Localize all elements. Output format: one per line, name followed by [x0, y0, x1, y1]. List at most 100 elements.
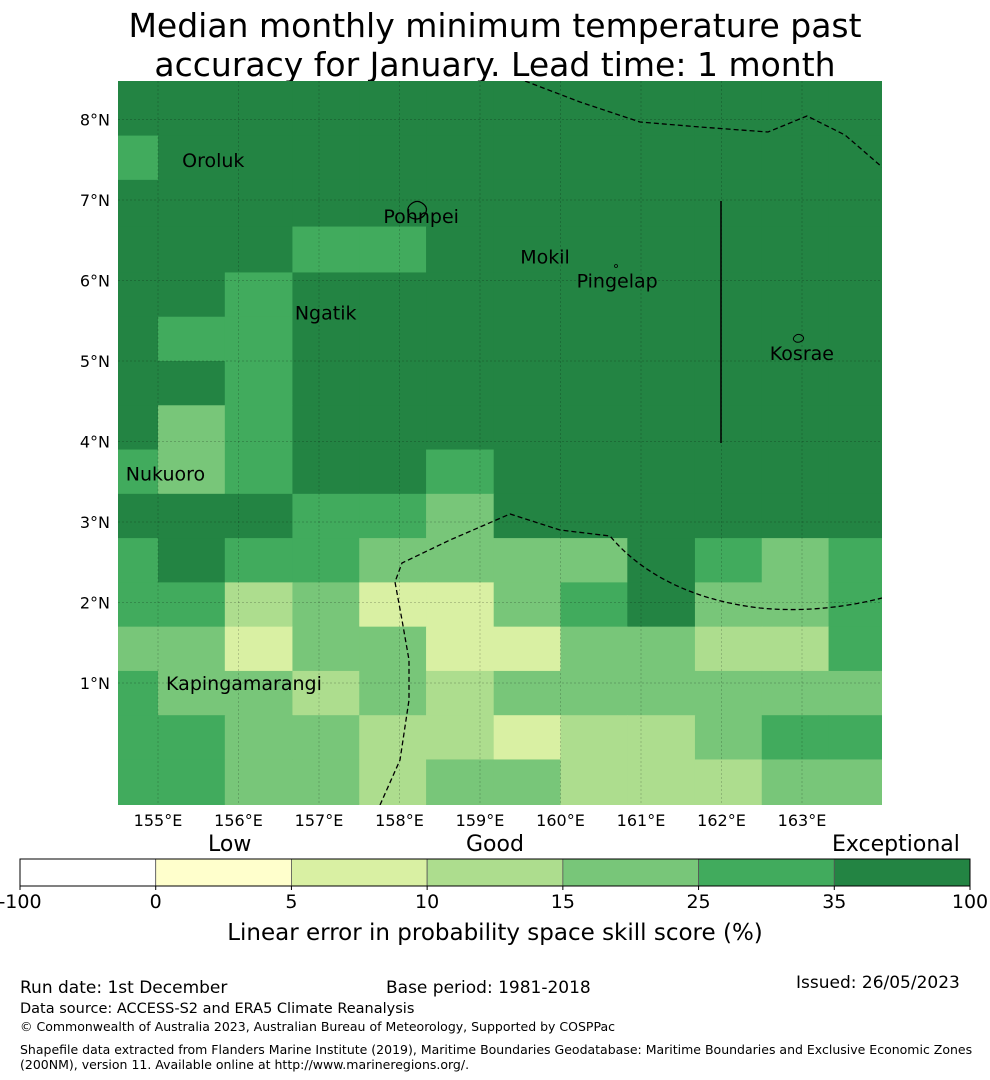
grid-cell — [426, 626, 495, 672]
grid-cell — [426, 493, 495, 539]
grid-cell — [224, 81, 294, 137]
grid-cell — [158, 405, 226, 451]
grid-cell — [694, 493, 763, 539]
grid-cell — [560, 361, 628, 406]
grid-cell — [158, 361, 226, 406]
grid-cell — [292, 582, 360, 628]
grid-cell — [224, 803, 294, 805]
place-label: Pohnpei — [383, 206, 459, 228]
grid-cell — [828, 626, 882, 672]
grid-cell — [359, 449, 427, 495]
grid-cell — [118, 179, 159, 228]
grid-cell — [118, 81, 159, 137]
shapefile-credit-line-2: (200NM), version 11. Available online at… — [20, 1057, 470, 1072]
title-line-1: Median monthly minimum temperature past — [128, 6, 862, 45]
grid-cell — [292, 361, 360, 406]
grid-cell — [158, 81, 226, 137]
colorbar-frame — [19, 858, 971, 887]
grid-cell — [761, 626, 830, 672]
grid-cell — [560, 81, 628, 137]
grid-cell — [224, 626, 294, 672]
grid-cell — [493, 803, 562, 805]
colorbar-swatch — [833, 858, 971, 887]
grid-cell — [359, 316, 427, 362]
grid-cell — [560, 582, 628, 628]
issued-date: Issued: 26/05/2023 — [796, 973, 960, 993]
grid-cell — [560, 179, 628, 228]
grid-cell — [158, 670, 226, 716]
grid-cell — [118, 361, 159, 406]
grid-cell — [493, 626, 562, 672]
grid-cell — [224, 538, 294, 583]
grid-cell — [627, 493, 696, 539]
grid-cell — [493, 179, 562, 228]
grid-cell — [426, 670, 495, 716]
data-source: Data source: ACCESS-S2 and ERA5 Climate … — [20, 1001, 415, 1017]
grid-cell — [828, 179, 882, 228]
grid-cell — [828, 759, 882, 805]
grid-cell — [224, 405, 294, 451]
grid-cell — [694, 316, 763, 362]
grid-cell — [493, 361, 562, 406]
grid-cell — [828, 449, 882, 495]
lon-tick-label: 163°E — [778, 811, 827, 830]
colorbar-tick-label: 25 — [686, 891, 710, 913]
grid-cell — [761, 538, 830, 583]
pingelap-island — [614, 264, 618, 268]
grid-cell — [694, 361, 763, 406]
run-date: Run date: 1st December — [20, 978, 228, 998]
place-label: Ngatik — [295, 303, 357, 325]
grid-cell — [493, 272, 562, 318]
grid-cell — [761, 449, 830, 495]
grid-cell — [118, 759, 159, 805]
place-label: Kapingamarangi — [166, 673, 322, 695]
grid-cell — [828, 405, 882, 451]
grid-cell — [292, 135, 360, 181]
grid-cell — [118, 626, 159, 672]
grid-cell — [761, 582, 830, 628]
grid-cell — [627, 715, 696, 761]
grid-cell — [426, 316, 495, 362]
grid-cell — [359, 759, 427, 805]
colorbar-swatch — [698, 858, 835, 887]
grid-cell — [426, 272, 495, 318]
grid-cell — [426, 81, 495, 137]
lon-tick-label: 161°E — [617, 811, 666, 830]
grid-cell — [627, 803, 696, 805]
grid-cell — [627, 582, 696, 628]
grid-cell — [627, 179, 696, 228]
grid-cell — [118, 715, 159, 761]
grid-cell — [292, 179, 360, 228]
grid-cell — [761, 493, 830, 539]
pohnpei-island — [407, 200, 428, 220]
lat-tick-label: 5°N — [80, 352, 110, 371]
grid-cell — [694, 226, 763, 274]
grid-cell — [761, 81, 830, 137]
colorbar-tick-label: 0 — [150, 891, 162, 913]
lon-tick-label: 157°E — [295, 811, 344, 830]
base-period: Base period: 1981-2018 — [386, 978, 591, 998]
place-label: Mokil — [520, 246, 570, 268]
grid-cell — [761, 316, 830, 362]
grid-cell — [224, 449, 294, 495]
grid-cell — [761, 803, 830, 805]
graticule — [118, 81, 882, 805]
grid-cell — [694, 449, 763, 495]
grid-cell — [118, 493, 159, 539]
grid-cell — [359, 538, 427, 583]
grid-cell — [828, 135, 882, 181]
skill-map: Oroluk Pohnpei Mokil Pingelap Ngatik Kosrae Nu… — [0, 81, 988, 913]
chart-title: Median monthly minimum temperature past … — [0, 6, 990, 84]
place-label: Oroluk — [182, 150, 244, 172]
island-outlines — [407, 200, 805, 343]
grid-cell — [359, 361, 427, 406]
grid-cell — [224, 361, 294, 406]
colorbar-tick-label: 5 — [285, 891, 297, 913]
grid-cell — [292, 715, 360, 761]
grid-cell — [359, 272, 427, 318]
grid-cell — [224, 316, 294, 362]
lon-tick-label: 159°E — [456, 811, 505, 830]
colorbar-tick-label: 100 — [952, 891, 988, 913]
grid-cell — [627, 670, 696, 716]
colorbar-swatch — [155, 858, 292, 887]
